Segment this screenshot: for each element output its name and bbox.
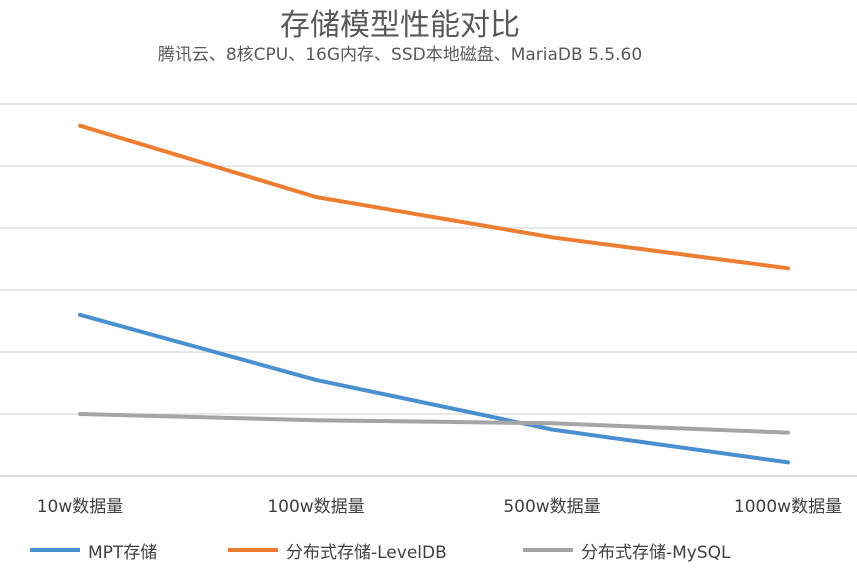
legend-swatch-mpt <box>30 548 80 552</box>
legend-swatch-leveldb <box>228 548 278 552</box>
legend-swatch-mysql <box>523 548 573 552</box>
legend: MPT存储 分布式存储-LevelDB 分布式存储-MySQL <box>0 535 857 565</box>
series-line-1 <box>78 123 790 271</box>
series-lines <box>78 123 790 465</box>
gridlines <box>0 103 857 477</box>
x-tick-label: 1000w数据量 <box>734 497 842 517</box>
legend-label-mpt: MPT存储 <box>88 543 158 563</box>
x-tick-label: 100w数据量 <box>267 497 364 517</box>
series-line-0 <box>78 312 790 465</box>
x-tick-label: 10w数据量 <box>37 497 124 517</box>
legend-label-leveldb: 分布式存储-LevelDB <box>286 543 447 563</box>
chart-subtitle: 腾讯云、8核CPU、16G内存、SSD本地磁盘、MariaDB 5.5.60 <box>157 45 643 65</box>
series-line-2 <box>78 412 790 435</box>
line-chart: 10w数据量 100w数据量 500w数据量 1000w数据量 <box>0 103 857 517</box>
x-tick-label: 500w数据量 <box>503 497 600 517</box>
x-axis-tick-labels: 10w数据量 100w数据量 500w数据量 1000w数据量 <box>37 497 842 517</box>
chart-title: 存储模型性能对比 <box>280 8 520 43</box>
legend-label-mysql: 分布式存储-MySQL <box>581 543 731 563</box>
